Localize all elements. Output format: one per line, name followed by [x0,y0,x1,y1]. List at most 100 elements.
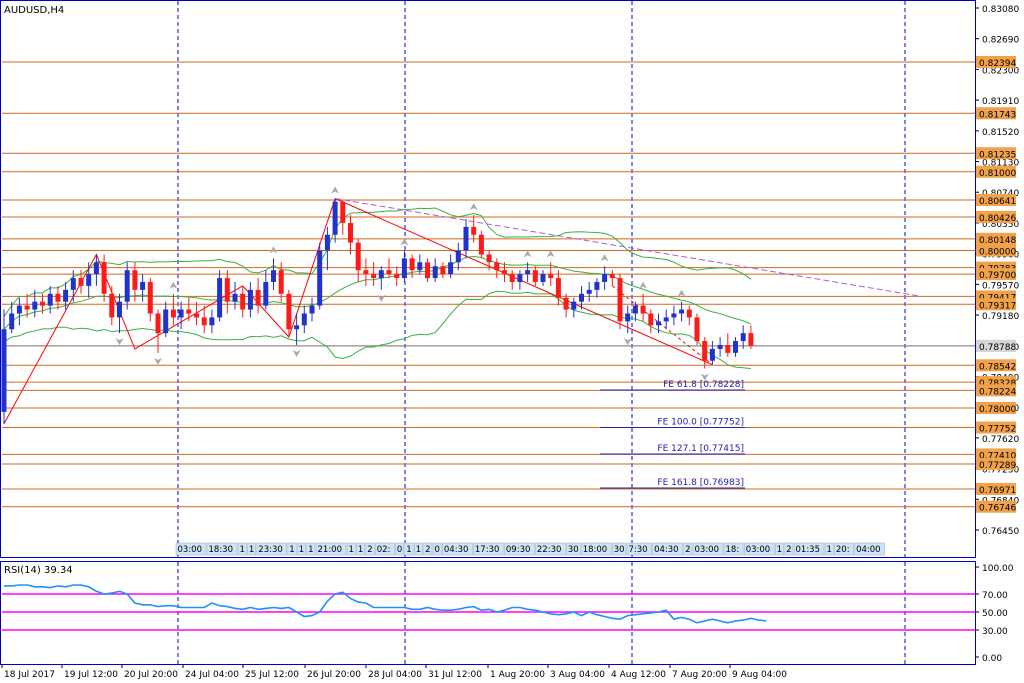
session-marker-bg [356,542,366,556]
session-marker-bg [413,542,423,556]
level-label-bg [976,194,1016,207]
candle-body [448,262,454,275]
rsi-title: RSI(14) 39.34 [4,565,73,576]
level-label-bg [976,107,1016,120]
price-axis: 0.83080 0.82690 0.82300 0.81910 0.81520 0.811… [975,5,1019,537]
session-marker-bg [473,542,504,556]
session-marker-label: 1 [827,545,832,555]
price-tick-label: 0.83080 [982,5,1019,15]
fractal-up-icon [523,250,532,258]
rsi-line [4,584,767,624]
candle-body [147,281,153,314]
session-marker-bg [423,542,433,556]
fibonacci-expansion: FE 61.8 [0.78228] FE 100.0 [0.77752] FE 12… [600,380,745,489]
session-marker-label: 1 [308,545,313,555]
price-tick-label: 0.82300 [982,66,1019,76]
candle-body [525,270,531,275]
candle-body [548,274,554,279]
session-marker-bg [175,542,207,556]
session-marker-bg [824,542,834,556]
candle-body [117,301,122,318]
candle-body [694,317,700,342]
candle-body [1,329,7,412]
candle-body [194,313,199,318]
candle-body [363,270,369,275]
chart-title: AUDUSD,H4 [4,5,64,16]
session-marker-label: 2 [367,545,372,555]
candle-body [478,234,484,255]
level-label-bg [976,421,1016,434]
level-label: 0.77410 [979,451,1016,461]
level-label-bg [976,298,1016,311]
time-tick-label: 31 Jul 12:00 [428,670,482,680]
horizontal-level-lines [2,61,975,508]
fractal-up-icon [677,289,686,297]
level-label: 0.82394 [979,59,1016,69]
level-label-bg [976,457,1016,470]
session-marker-label: 23:30 [258,545,283,555]
candle-body [170,309,176,318]
session-marker-bg [206,542,238,556]
candle-body [440,266,446,275]
time-axis: 18 Jul 2017 19 Jul 12:00 20 Jul 20:00 24 Ju… [1,664,787,680]
price-tick-label: 0.80350 [982,220,1019,230]
session-marker-label: 30 [614,545,625,555]
candle-body [124,270,130,302]
session-marker-bg [535,542,566,556]
candle-body [263,281,269,306]
session-marker-label: 04:30 [444,545,469,555]
level-label: 0.80148 [979,236,1016,246]
candle-body [294,325,300,330]
candle-body [101,262,107,294]
session-marker-label: 21:00 [318,545,343,555]
level-label: 0.81000 [979,169,1016,179]
candle-body [740,333,746,342]
session-marker-bg [774,542,784,556]
session-marker-bg [611,542,627,556]
candle-body [355,242,361,271]
session-marker-label: 1 [777,545,782,555]
session-marker-bg [566,542,581,556]
price-tick-label: 0.79570 [982,281,1019,291]
level-label-bg [976,359,1016,372]
candle-body [9,313,15,330]
candle-body [748,333,754,346]
candle-body [224,278,230,302]
price-tick-label: 0.82690 [982,36,1019,46]
session-marker-label: 1 [249,545,254,555]
level-label: 0.80641 [979,197,1016,207]
fractal-up-icon [639,281,648,289]
fe-label: FE 61.8 [0.78228] [663,380,744,390]
current-price-label-bg [976,339,1016,352]
rsi-tick-label: 0.00 [982,654,1002,664]
candle-body [340,201,346,223]
fractal-down-icon [154,357,162,365]
fractal-up-icon [331,186,340,194]
candle-body [594,281,600,290]
candle-body [209,317,215,326]
candle-body [232,293,238,302]
level-label: 0.81235 [979,150,1016,160]
session-marker-bg [692,542,724,556]
candle-body [432,266,438,279]
fractal-down-icon [292,349,301,357]
candle-body [425,262,430,279]
level-label: 0.80000 [979,247,1016,257]
candle-body [240,293,246,310]
candle-body [271,270,276,282]
session-marker-label: 1 [358,545,363,555]
session-marker-bg [306,542,316,556]
session-marker-bg [504,542,535,556]
session-marker-bg [743,542,775,556]
session-marker-label: 7:30 [629,545,648,555]
session-marker-label: 04:00 [856,545,881,555]
candle-body [47,293,53,306]
candle-body [733,341,738,353]
time-tick-label: 3 Aug 04:00 [550,670,605,680]
candle-body [40,301,45,306]
candle-body [201,317,207,326]
level-label-bg [976,147,1016,160]
time-tick-label: 24 Jul 04:00 [185,670,239,680]
session-marker-bg [315,542,347,556]
rsi-tick-label: 30.00 [982,627,1008,637]
